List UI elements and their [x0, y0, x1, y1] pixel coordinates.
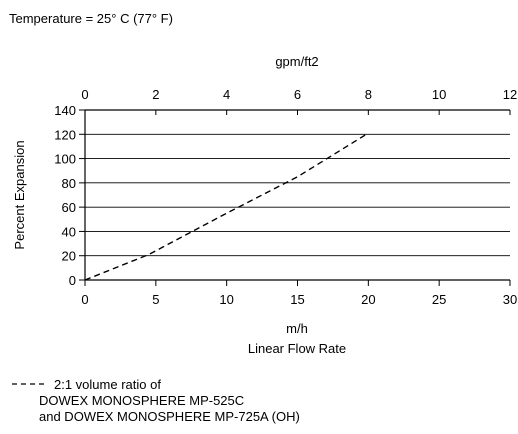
x-axis-unit: m/h [286, 321, 308, 336]
top-tick-label: 0 [81, 87, 88, 102]
legend: 2:1 volume ratio of DOWEX MONOSPHERE MP-… [12, 377, 300, 424]
y-tick-label: 120 [54, 127, 76, 142]
legend-label-line-2: DOWEX MONOSPHERE MP-525C [39, 393, 244, 408]
x-tick-label: 20 [361, 292, 375, 307]
x-tick-label: 0 [81, 292, 88, 307]
plot-axes [84, 109, 510, 281]
top-axis-ticks: 0 2 4 6 8 10 12 [81, 87, 517, 115]
y-tick-label: 20 [62, 249, 76, 264]
top-tick-label: 8 [365, 87, 372, 102]
x-tick-label: 5 [152, 292, 159, 307]
y-tick-label: 140 [54, 103, 76, 118]
x-tick-label: 25 [432, 292, 446, 307]
series-line [84, 132, 369, 281]
y-axis-ticks: 0 20 40 60 80 100 120 140 [54, 103, 85, 288]
y-tick-label: 60 [62, 200, 76, 215]
top-tick-label: 10 [432, 87, 446, 102]
y-tick-label: 40 [62, 224, 76, 239]
y-tick-label: 0 [69, 273, 76, 288]
series-layer [84, 132, 369, 281]
x-axis-title: Linear Flow Rate [248, 341, 346, 356]
top-tick-label: 6 [294, 87, 301, 102]
legend-label-line-3: and DOWEX MONOSPHERE MP-725A (OH) [39, 409, 300, 424]
top-tick-label: 12 [503, 87, 517, 102]
x-tick-label: 30 [503, 292, 517, 307]
y-axis-title: Percent Expansion [12, 140, 27, 249]
grid-lines [85, 133, 510, 257]
temperature-note: Temperature = 25° C (77° F) [9, 11, 173, 26]
x-tick-label: 15 [290, 292, 304, 307]
x-tick-label: 10 [219, 292, 233, 307]
top-tick-label: 4 [223, 87, 230, 102]
top-tick-label: 2 [152, 87, 159, 102]
y-tick-label: 80 [62, 176, 76, 191]
top-axis-title: gpm/ft2 [275, 54, 318, 69]
legend-label-line-1: 2:1 volume ratio of [54, 377, 161, 392]
x-axis-ticks: 0 5 10 15 20 25 30 [81, 280, 517, 307]
y-tick-label: 100 [54, 152, 76, 167]
